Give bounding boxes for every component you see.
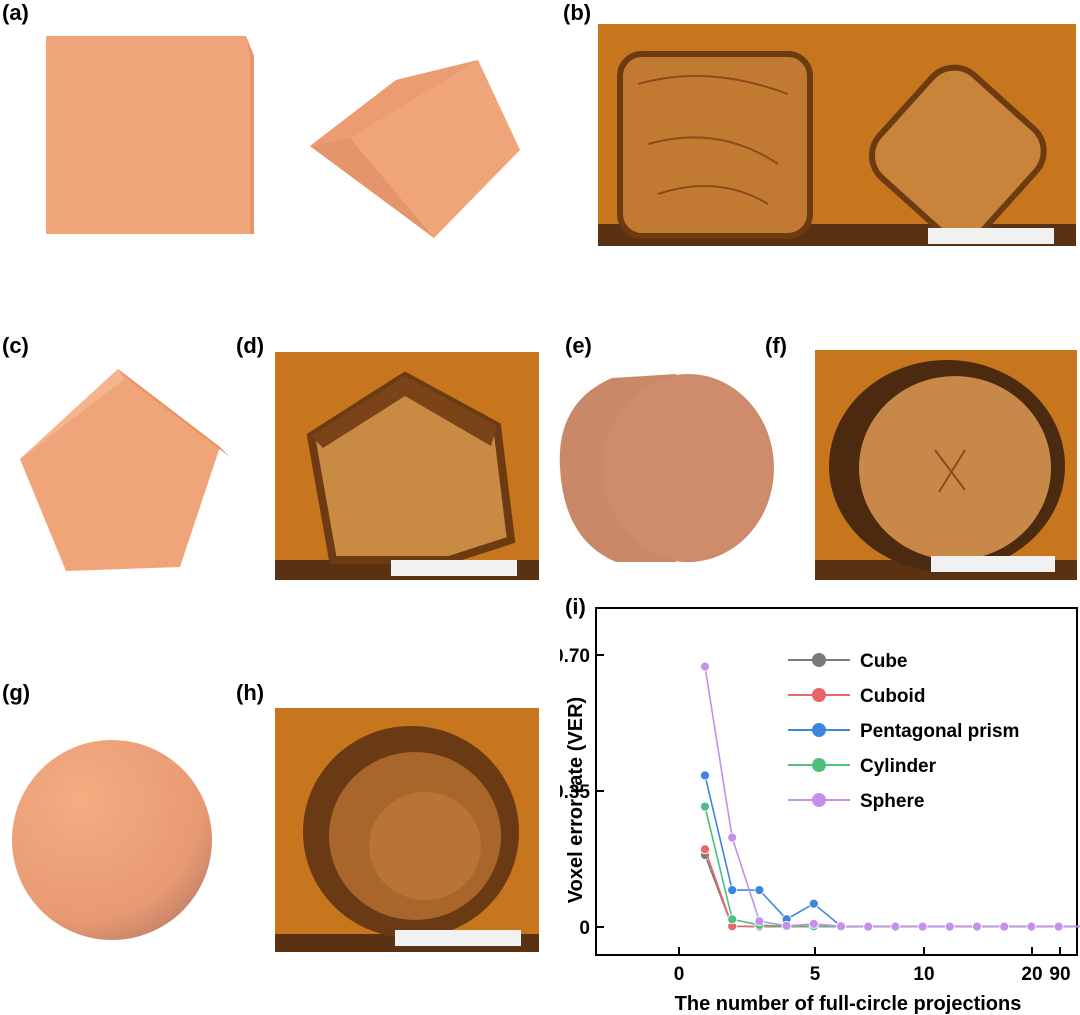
data-point bbox=[890, 921, 901, 932]
sphere-model bbox=[12, 740, 212, 940]
data-point bbox=[863, 921, 874, 932]
x-tick-label: 0 bbox=[674, 964, 685, 985]
data-point bbox=[836, 921, 846, 932]
pentagonal-prism-model bbox=[20, 369, 230, 571]
pentagonal-prism-photo bbox=[275, 352, 539, 580]
panel-label-c: (c) bbox=[2, 333, 29, 358]
scale-bar bbox=[928, 228, 1054, 244]
data-point bbox=[700, 844, 710, 855]
data-point bbox=[727, 885, 738, 895]
panel-label-g: (g) bbox=[2, 680, 31, 705]
cube-model-edge bbox=[246, 36, 254, 234]
data-point bbox=[917, 921, 928, 932]
x-tick-label: 90 bbox=[1049, 964, 1070, 985]
legend-label: Cuboid bbox=[860, 686, 925, 707]
scale-bar bbox=[931, 556, 1055, 572]
legend-marker bbox=[812, 793, 826, 807]
series-sphere bbox=[700, 661, 1080, 932]
panel-label-h: (h) bbox=[236, 680, 265, 705]
panel-label-i: (i) bbox=[565, 594, 586, 619]
cylinder-model bbox=[559, 374, 774, 562]
data-point bbox=[999, 921, 1010, 932]
panel-label-b: (b) bbox=[563, 0, 592, 25]
data-point bbox=[808, 898, 819, 909]
data-point bbox=[808, 918, 819, 929]
x-tick-label: 5 bbox=[810, 964, 821, 985]
panel-label-f: (f) bbox=[765, 333, 787, 358]
y-axis-label: Voxel error rate (VER) bbox=[565, 697, 587, 903]
data-point bbox=[781, 920, 792, 931]
legend-marker bbox=[812, 653, 826, 667]
y-tick-label: 0.70 bbox=[560, 646, 590, 667]
cylinder-photo bbox=[815, 350, 1077, 580]
data-point bbox=[700, 801, 710, 812]
data-point bbox=[700, 661, 710, 672]
ver-chart: 0.70 0.35 0 0 5 10 20 90 Cube Cuboid Pentagonal p… bbox=[560, 607, 1080, 1015]
cube-model-renders bbox=[46, 36, 520, 238]
legend-label: Cylinder bbox=[860, 756, 937, 777]
scale-bar bbox=[395, 930, 521, 946]
series-line bbox=[704, 806, 1080, 928]
data-point bbox=[972, 921, 982, 932]
legend-marker bbox=[812, 688, 826, 702]
plot-frame bbox=[595, 607, 1078, 956]
sphere-photo bbox=[275, 708, 539, 952]
series-cylinder bbox=[700, 801, 1080, 932]
x-axis-label: The number of full-circle projections bbox=[675, 993, 1022, 1015]
legend-item: Cube bbox=[788, 651, 908, 672]
legend-label: Cube bbox=[860, 651, 908, 672]
legend-item: Cylinder bbox=[788, 756, 937, 777]
x-tick-label: 20 bbox=[1021, 964, 1042, 985]
cube-model-rotated bbox=[310, 60, 520, 238]
y-tick-label: 0.35 bbox=[560, 782, 590, 803]
data-point bbox=[754, 916, 765, 927]
cube-model-front bbox=[46, 36, 254, 234]
legend-item: Sphere bbox=[788, 791, 924, 812]
x-tick-label: 10 bbox=[913, 964, 934, 985]
legend-marker bbox=[812, 758, 826, 772]
scale-bar bbox=[391, 560, 517, 576]
legend-item: Cuboid bbox=[788, 686, 925, 707]
legend-label: Pentagonal prism bbox=[860, 721, 1019, 742]
cube-photo bbox=[598, 24, 1076, 246]
legend-label: Sphere bbox=[860, 791, 924, 812]
panel-label-e: (e) bbox=[565, 333, 592, 358]
data-point bbox=[944, 921, 955, 932]
panel-label-a: (a) bbox=[2, 0, 29, 25]
legend-marker bbox=[812, 723, 826, 737]
legend-item: Pentagonal prism bbox=[788, 721, 1019, 742]
data-point bbox=[1026, 921, 1037, 932]
data-point bbox=[754, 885, 765, 895]
y-tick-label: 0 bbox=[579, 918, 590, 939]
data-point bbox=[727, 832, 738, 843]
panel-label-d: (d) bbox=[236, 333, 265, 358]
cube-crystal-rotated bbox=[869, 64, 1047, 243]
data-point bbox=[727, 914, 738, 925]
data-point bbox=[700, 770, 710, 781]
data-point bbox=[1053, 921, 1064, 932]
